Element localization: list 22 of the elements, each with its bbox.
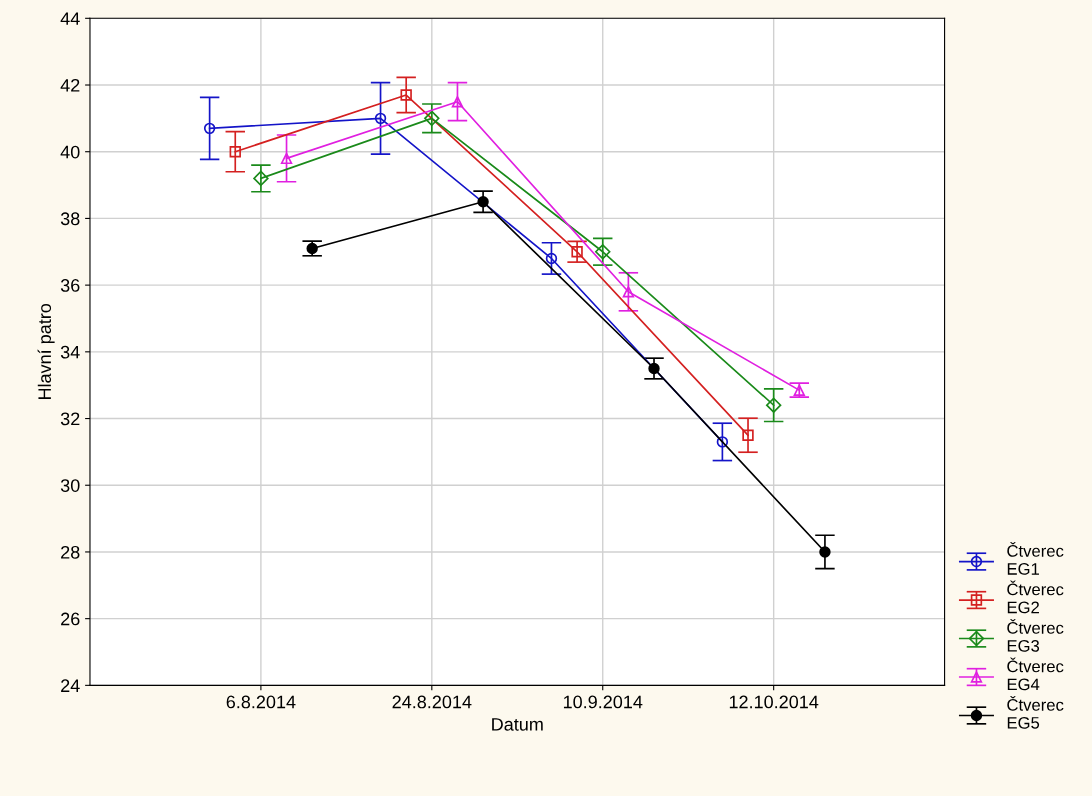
x-tick-label: 6.8.2014 — [226, 695, 296, 709]
x-tick-label: 24.8.2014 — [392, 695, 472, 709]
y-tick-label: 44 — [60, 12, 80, 25]
y-tick-label: 36 — [60, 279, 80, 292]
x-tick-label: 12.10.2014 — [729, 695, 819, 709]
legend-label: Čtverec EG3 — [1007, 619, 1064, 652]
legend-label: Čtverec EG2 — [1007, 580, 1064, 614]
y-tick-label: 24 — [61, 679, 80, 692]
y-axis-title: Hlavní patro — [37, 303, 55, 400]
legend-label: Čtverec EG1 — [1007, 542, 1064, 575]
y-tick-label: 34 — [60, 345, 80, 359]
y-tick-label: 32 — [60, 412, 80, 426]
y-tick-label: 38 — [60, 212, 80, 226]
x-axis-title: Datum — [492, 718, 543, 731]
x-tick-label: 10.9.2014 — [563, 695, 643, 709]
legend-label: Čtverec EG4 — [1007, 657, 1064, 691]
y-tick-label: 40 — [60, 145, 80, 159]
y-tick-label: 30 — [60, 479, 80, 492]
y-tick-label: 42 — [60, 78, 80, 92]
legend-label: Čtverec EG5 — [1007, 696, 1064, 729]
y-tick-label: 26 — [61, 612, 80, 626]
y-tick-label: 28 — [61, 545, 80, 559]
